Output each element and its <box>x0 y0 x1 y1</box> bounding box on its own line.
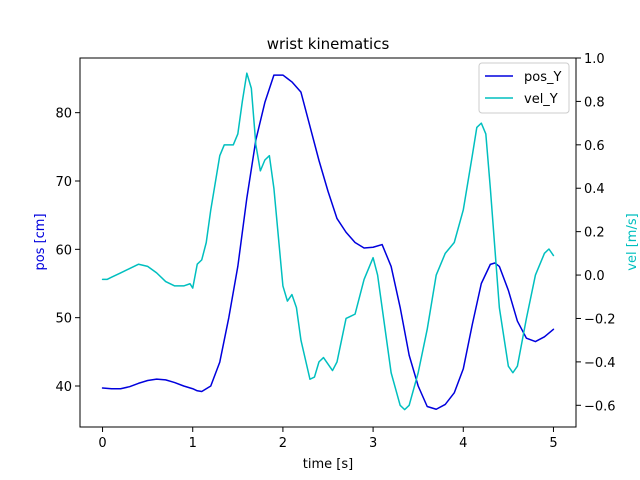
y-left-tick-label: 40 <box>55 380 72 395</box>
y-left-tick-label: 60 <box>55 243 72 258</box>
x-tick-label: 5 <box>549 436 557 451</box>
y-right-tick-label: 0.6 <box>584 139 605 154</box>
x-tick-label: 1 <box>189 436 197 451</box>
y-right-tick-label: −0.4 <box>584 356 616 371</box>
legend-label-pos-y: pos_Y <box>524 70 561 85</box>
y-right-tick-label: 0.0 <box>584 269 605 284</box>
y-left-tick-label: 80 <box>55 107 72 122</box>
y-left-tick-label: 70 <box>55 175 72 190</box>
y-axis-right: −0.6 −0.4 −0.2 0.0 0.2 0.4 0.6 0.8 1.0 <box>576 52 616 414</box>
series-line-pos-y <box>101 74 555 410</box>
x-tick-label: 0 <box>98 436 106 451</box>
y-right-tick-label: 0.8 <box>584 95 605 110</box>
y-right-tick-label: 0.2 <box>584 226 605 241</box>
legend-label-vel-y: vel_Y <box>524 92 558 107</box>
y-axis-right-label: vel [m/s] <box>625 213 640 270</box>
y-right-tick-label: 1.0 <box>584 52 605 67</box>
y-right-tick-label: 0.4 <box>584 182 605 197</box>
legend: pos_Y vel_Y <box>478 62 570 114</box>
chart-title: wrist kinematics <box>267 35 390 53</box>
x-axis-label: time [s] <box>303 457 353 472</box>
y-left-tick-label: 50 <box>55 312 72 327</box>
y-right-tick-label: −0.6 <box>584 399 616 414</box>
x-axis: 0 1 2 3 4 5 <box>98 427 558 451</box>
y-right-tick-label: −0.2 <box>584 312 616 327</box>
plot-area <box>79 57 577 428</box>
y-axis-left: 40 50 60 70 80 <box>55 107 80 395</box>
x-tick-label: 3 <box>369 436 377 451</box>
series-line-vel-y <box>101 72 555 411</box>
series-layer <box>101 72 555 411</box>
x-tick-label: 4 <box>459 436 467 451</box>
x-tick-label: 2 <box>279 436 287 451</box>
axes-frame <box>79 57 577 428</box>
y-axis-left-label: pos [cm] <box>33 213 48 270</box>
